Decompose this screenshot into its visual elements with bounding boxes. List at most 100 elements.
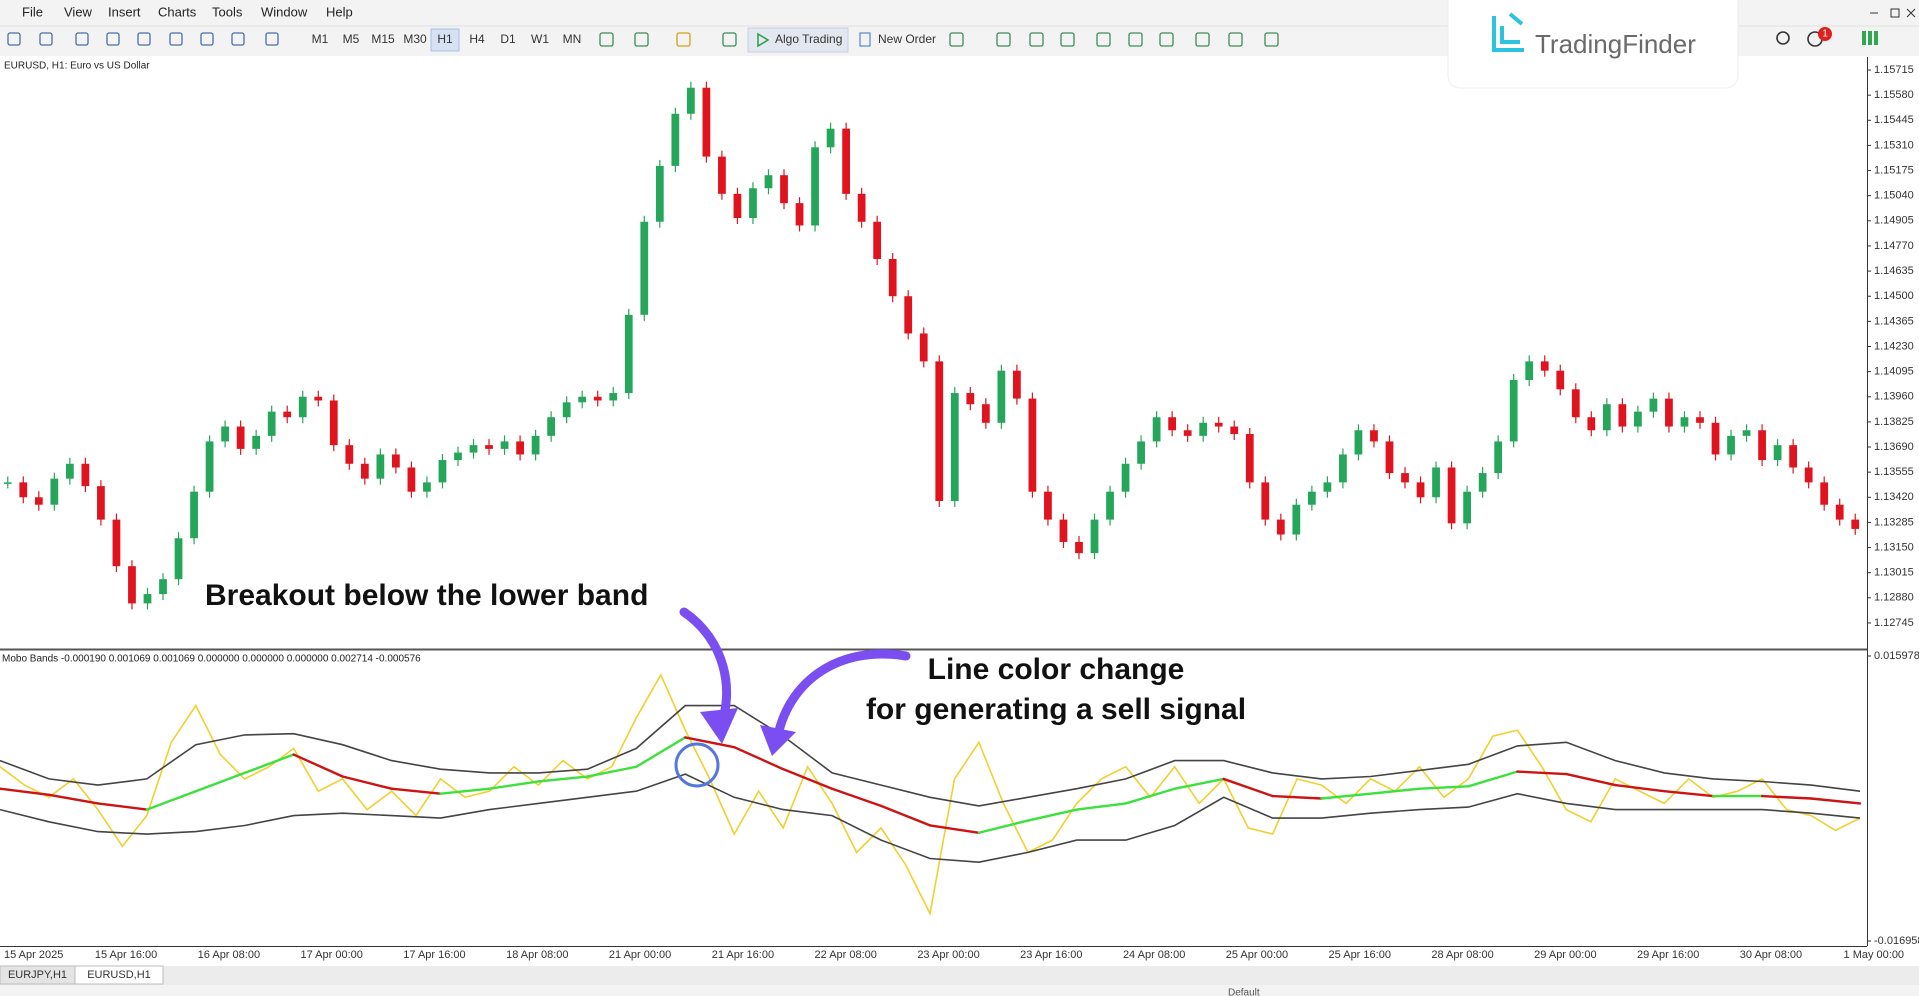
- tab-label[interactable]: EURJPY,H1: [8, 969, 67, 981]
- timeframe-button[interactable]: H1: [437, 32, 453, 46]
- tool-icon[interactable]: [1195, 32, 1210, 47]
- tool-icon[interactable]: [1060, 32, 1075, 47]
- search-icon[interactable]: [1776, 31, 1790, 45]
- timeframe-button[interactable]: M15: [371, 32, 395, 46]
- middle-band-segment: [341, 775, 393, 790]
- candle-body: [298, 396, 307, 418]
- price-label: 1.13825: [1874, 416, 1914, 428]
- tool-icon[interactable]: [1096, 32, 1111, 47]
- timeframe-button[interactable]: M30: [403, 32, 427, 46]
- chart-area: [0, 57, 1867, 946]
- middle-band-segment: [439, 787, 491, 795]
- tool-icon[interactable]: [137, 32, 151, 46]
- tool-icon[interactable]: [39, 32, 53, 46]
- restore-button[interactable]: [1890, 8, 1900, 18]
- time-label: 29 Apr 16:00: [1637, 949, 1699, 961]
- price-label: 1.12745: [1874, 617, 1914, 629]
- menu-item[interactable]: Tools: [212, 4, 243, 19]
- candle-body: [1028, 398, 1037, 492]
- arrow-color-change: [773, 649, 911, 740]
- candle-body: [904, 296, 913, 334]
- middle-band-segment: [537, 775, 589, 783]
- candle-body: [1121, 463, 1130, 492]
- price-label: 1.13285: [1874, 516, 1914, 528]
- middle-band-segment: [1565, 772, 1617, 787]
- tab-label[interactable]: EURUSD,H1: [87, 969, 151, 981]
- middle-band-segment: [292, 753, 344, 778]
- candle-body: [252, 435, 261, 449]
- tool-icon[interactable]: [1228, 32, 1243, 47]
- price-label: 1.15310: [1874, 139, 1914, 151]
- tool-icon[interactable]: [722, 32, 737, 47]
- middle-band-segment: [830, 787, 883, 808]
- candle-body: [143, 594, 152, 604]
- new-order-label[interactable]: New Order: [878, 32, 936, 46]
- timeframe-button[interactable]: M5: [343, 32, 360, 46]
- candle-body: [795, 203, 804, 226]
- menu-item[interactable]: Help: [326, 4, 353, 19]
- tool-icon[interactable]: [169, 32, 183, 46]
- candle-body: [1385, 441, 1394, 474]
- close-button[interactable]: [1906, 8, 1916, 18]
- time-label: 1 May 00:00: [1844, 949, 1905, 961]
- new-order-icon: [859, 32, 871, 47]
- timeframe-button[interactable]: W1: [531, 32, 549, 46]
- price-label: 1.13015: [1874, 567, 1914, 579]
- candle-body: [1137, 441, 1145, 464]
- candle-body: [780, 175, 788, 204]
- candle-body: [857, 193, 866, 222]
- signal-circle: [674, 742, 720, 788]
- tool-icon[interactable]: [996, 32, 1011, 47]
- middle-band-segment: [194, 771, 246, 793]
- candle-body: [1152, 417, 1161, 442]
- middle-band-segment: [1369, 787, 1421, 795]
- timeframe-button[interactable]: M1: [312, 32, 329, 46]
- timeframe-button[interactable]: H4: [469, 32, 485, 46]
- tool-icon[interactable]: [265, 32, 279, 46]
- menu-item[interactable]: Window: [261, 4, 308, 19]
- menu-item[interactable]: File: [22, 4, 43, 19]
- signal-bar: [1874, 31, 1878, 45]
- tool-icon[interactable]: [1128, 32, 1143, 47]
- tool-icon[interactable]: [7, 32, 21, 46]
- candle-body: [1696, 417, 1704, 423]
- algo-trading-button[interactable]: [747, 27, 849, 53]
- menu-item[interactable]: View: [64, 4, 93, 19]
- time-label: 23 Apr 16:00: [1020, 949, 1082, 961]
- candle-body: [1711, 422, 1720, 455]
- timeframe-button[interactable]: MN: [563, 32, 582, 46]
- menu-item[interactable]: Charts: [158, 4, 197, 19]
- middle-band-segment: [1418, 785, 1470, 790]
- tool-icon[interactable]: [634, 32, 649, 47]
- watermark-text: TradingFinder: [1535, 29, 1696, 59]
- middle-band-segment: [1614, 783, 1666, 793]
- candle-body: [811, 147, 819, 226]
- tool-icon[interactable]: [75, 32, 89, 46]
- candle-body: [283, 411, 292, 418]
- price-label: 1.12880: [1874, 592, 1914, 604]
- middle-band-segment: [145, 790, 197, 811]
- tool-icon[interactable]: [1159, 32, 1174, 47]
- time-label: 21 Apr 16:00: [712, 949, 774, 961]
- candle-body: [888, 258, 897, 297]
- tool-icon[interactable]: [231, 32, 245, 46]
- tool-icon[interactable]: [949, 32, 964, 47]
- algo-trading-label: Algo Trading: [775, 32, 842, 46]
- tool-icon[interactable]: [200, 32, 214, 46]
- timeframe-button[interactable]: D1: [500, 32, 516, 46]
- tab[interactable]: [74, 965, 164, 985]
- candle-body: [1727, 435, 1735, 455]
- tool-icon[interactable]: [106, 32, 120, 46]
- indicator-tick-label: 0.015978: [1874, 650, 1919, 662]
- candle-body: [640, 221, 649, 315]
- price-label: 1.14230: [1874, 340, 1914, 352]
- tool-icon[interactable]: [676, 32, 691, 47]
- tool-icon[interactable]: [1264, 32, 1279, 47]
- candle-body: [329, 400, 338, 446]
- candle-body: [1354, 430, 1363, 455]
- candle-body: [1276, 519, 1285, 535]
- tool-icon[interactable]: [599, 32, 614, 47]
- tool-icon[interactable]: [1029, 32, 1044, 47]
- menu-item[interactable]: Insert: [108, 4, 141, 19]
- time-label: 25 Apr 00:00: [1226, 949, 1288, 961]
